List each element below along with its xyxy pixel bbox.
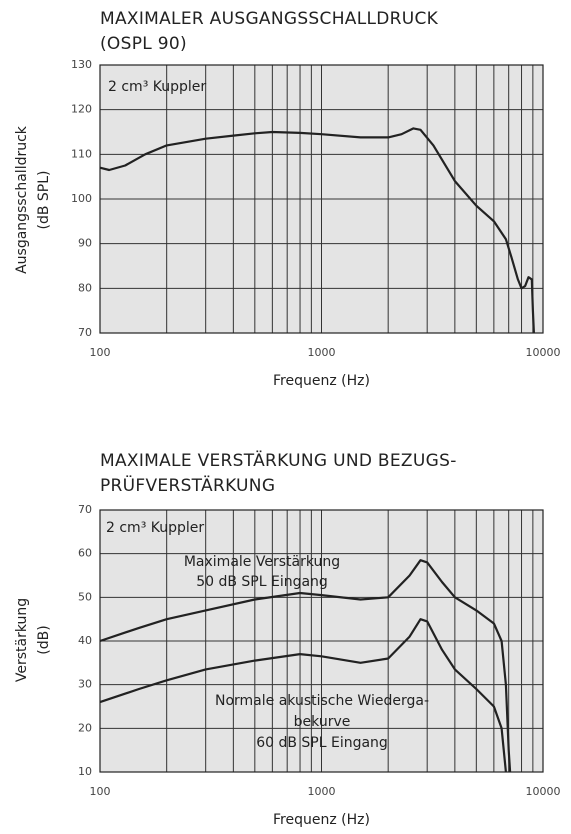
y-tick-label: 50 (78, 590, 92, 603)
y-axis-label: Verstärkung (14, 598, 30, 682)
x-tick-label: 1000 (308, 346, 336, 359)
annotation: 2 cm³ Kuppler (108, 79, 206, 95)
y-tick-label: 90 (78, 237, 92, 250)
y-tick-label: 30 (78, 678, 92, 691)
annotation: Normale akustische Wiederga- (215, 693, 429, 709)
chart-title: (OSPL 90) (100, 34, 187, 54)
annotation: 50 dB SPL Eingang (196, 574, 328, 590)
annotation: 2 cm³ Kuppler (106, 520, 204, 536)
y-tick-label: 130 (71, 58, 92, 71)
series-line (99, 618, 507, 773)
x-tick-label: 10000 (526, 346, 561, 359)
x-tick-label: 10000 (526, 785, 561, 798)
y-tick-label: 70 (78, 503, 92, 516)
y-tick-label: 20 (78, 721, 92, 734)
y-tick-label: 40 (78, 634, 92, 647)
y-tick-label: 60 (78, 547, 92, 560)
x-axis-label: Frequenz (Hz) (273, 812, 370, 828)
y-tick-label: 10 (78, 765, 92, 778)
y-tick-label: 70 (78, 326, 92, 339)
x-tick-label: 100 (90, 785, 111, 798)
y-axis-label: (dB SPL) (36, 171, 52, 230)
y-tick-label: 100 (71, 192, 92, 205)
chart-title: MAXIMALE VERSTÄRKUNG UND BEZUGS- (100, 450, 457, 471)
chart-title: MAXIMALER AUSGANGSSCHALLDRUCK (100, 9, 439, 29)
annotation: Maximale Verstärkung (184, 554, 340, 570)
series-line (99, 559, 512, 773)
y-tick-label: 110 (71, 147, 92, 160)
x-tick-label: 100 (90, 346, 111, 359)
y-axis-label: Ausgangsschalldruck (14, 125, 30, 274)
annotation: bekurve (294, 714, 351, 730)
x-axis-label: Frequenz (Hz) (273, 373, 370, 389)
y-tick-label: 120 (71, 103, 92, 116)
series-line (99, 127, 535, 334)
y-axis-label: (dB) (36, 625, 52, 654)
x-tick-label: 1000 (308, 785, 336, 798)
annotation: 60 dB SPL Eingang (256, 735, 388, 751)
chart-title: PRÜFVERSTÄRKUNG (100, 474, 275, 496)
y-tick-label: 80 (78, 281, 92, 294)
plot-frame (99, 64, 544, 334)
